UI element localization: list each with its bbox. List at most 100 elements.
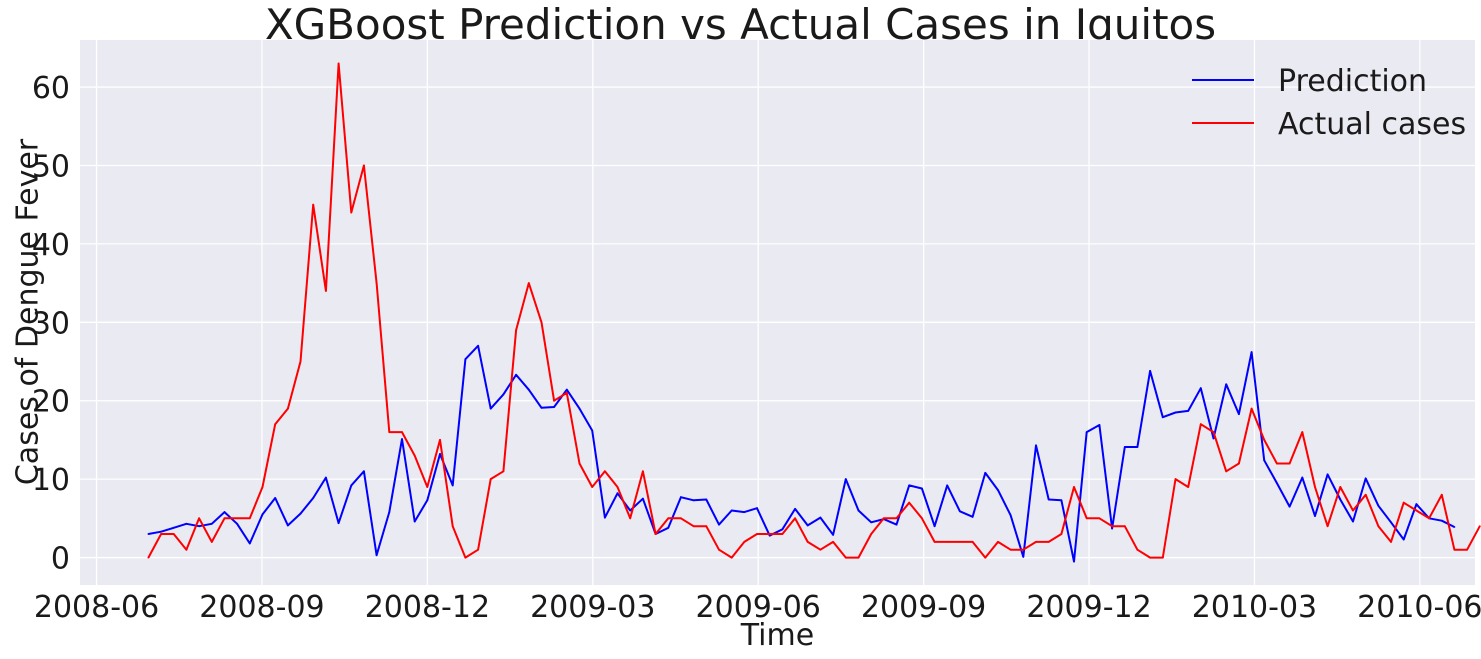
data-point [287, 407, 289, 410]
data-point [236, 517, 239, 520]
data-point [857, 509, 860, 512]
data-point [1098, 424, 1101, 426]
data-point [1377, 525, 1380, 528]
data-point [1174, 411, 1177, 414]
y-tick-label: 10 [32, 463, 70, 498]
data-point [1364, 493, 1367, 496]
data-point [1390, 541, 1392, 543]
data-point [1352, 509, 1354, 512]
data-point [375, 554, 378, 557]
data-point [667, 517, 670, 520]
data-point [1111, 525, 1113, 528]
data-point [1212, 431, 1215, 433]
data-point [337, 522, 340, 524]
data-point [756, 533, 758, 535]
data-point [692, 499, 695, 502]
x-tick-label: 2010-06 [1357, 590, 1481, 625]
data-point [1085, 517, 1088, 520]
data-point [806, 541, 809, 543]
data-point [997, 541, 999, 543]
data-point [401, 431, 403, 433]
data-point [768, 533, 771, 535]
data-point [591, 429, 594, 432]
data-point [236, 522, 239, 525]
y-tick-label: 20 [32, 385, 70, 420]
data-point [1225, 383, 1228, 386]
data-point [1415, 503, 1418, 506]
data-point [312, 203, 315, 206]
data-point [540, 321, 543, 324]
data-point [1263, 439, 1266, 441]
data-point [768, 534, 771, 537]
data-point [1022, 555, 1025, 558]
x-axis-label: Time [740, 618, 815, 653]
data-point [1035, 541, 1037, 543]
data-point [413, 454, 416, 457]
data-point [1174, 478, 1177, 480]
data-point [1136, 446, 1139, 448]
data-point [160, 530, 163, 533]
data-point [832, 541, 834, 543]
data-point [705, 525, 708, 528]
data-point [540, 406, 543, 409]
data-point [959, 510, 961, 513]
data-point [223, 511, 226, 513]
data-point [1377, 504, 1380, 507]
data-point [1047, 541, 1050, 543]
data-point [1453, 548, 1456, 551]
data-point [426, 486, 429, 488]
data-point [1276, 482, 1278, 484]
data-point [781, 533, 784, 535]
data-point [426, 499, 429, 502]
data-point [553, 406, 555, 408]
data-point [477, 548, 479, 551]
x-tick-label: 2008-09 [199, 590, 324, 625]
data-point [794, 508, 796, 510]
data-point [857, 556, 860, 559]
data-point [1466, 548, 1468, 551]
data-point [870, 533, 873, 535]
data-point [325, 290, 327, 292]
data-point [1035, 444, 1037, 447]
series-lines [147, 62, 1481, 563]
data-point [1402, 538, 1405, 541]
data-point [1199, 423, 1202, 426]
data-point [350, 211, 353, 214]
data-point [591, 486, 594, 488]
x-tick-label: 2008-06 [34, 590, 159, 625]
data-point [363, 470, 365, 473]
data-point [1022, 548, 1025, 551]
legend-label: Prediction [1278, 64, 1427, 99]
data-point [933, 525, 936, 528]
data-point [337, 62, 340, 65]
x-tick-label: 2010-03 [1192, 590, 1317, 625]
data-point [705, 498, 708, 501]
data-point [502, 470, 505, 473]
data-point [832, 533, 834, 536]
data-point [502, 393, 505, 396]
data-point [198, 517, 201, 520]
data-point [1440, 493, 1443, 496]
series-line [148, 344, 1455, 563]
data-point [489, 478, 492, 480]
data-point [921, 487, 923, 490]
data-point [908, 501, 911, 504]
data-point [1073, 560, 1075, 563]
data-point [312, 497, 315, 499]
data-point [172, 533, 175, 535]
data-point [844, 478, 847, 480]
data-point [527, 282, 530, 284]
data-point [1440, 519, 1443, 522]
data-point [680, 496, 682, 499]
data-point [198, 525, 201, 528]
legend: Prediction Actual cases [1192, 64, 1466, 142]
y-axis-label: Cases of Dengue Fever [10, 138, 46, 486]
data-point [1199, 387, 1202, 390]
data-point [210, 522, 213, 525]
y-tick-label: 60 [32, 71, 70, 106]
data-point [1149, 370, 1151, 372]
data-point [363, 164, 365, 167]
data-point [1263, 459, 1266, 462]
data-point [401, 438, 403, 440]
data-point [1187, 486, 1190, 488]
